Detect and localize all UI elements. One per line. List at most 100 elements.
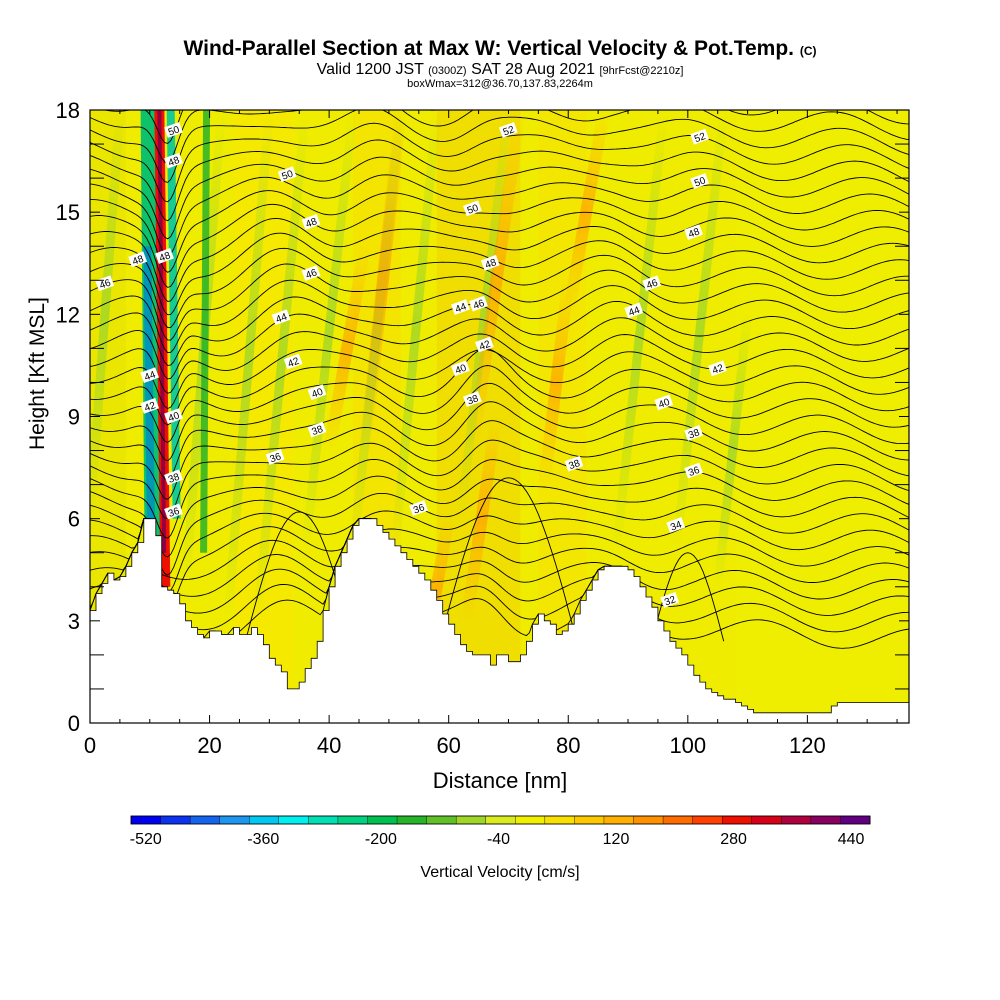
colorbar-swatch [515, 815, 546, 825]
theta-contour-line [90, 139, 909, 222]
x-tick-label: 0 [84, 733, 96, 758]
colorbar-swatch [308, 815, 339, 825]
theta-contour-line [90, 401, 909, 481]
colorbar-frame [130, 815, 871, 825]
colorbar-swatch [840, 815, 871, 825]
contour-label-text: 38 [687, 427, 702, 441]
contour-label-text: 40 [310, 386, 325, 400]
x-tick-label: 20 [197, 733, 221, 758]
colorbar-tick-label: -520 [130, 831, 162, 848]
theta-contour-line [90, 218, 909, 302]
contour-label: 48 [128, 251, 148, 268]
contour-label-text: 44 [143, 369, 158, 383]
y-tick-label: 6 [68, 507, 80, 532]
contour-label: 50 [164, 122, 183, 138]
contour-label: 44 [140, 367, 160, 384]
contour-label: 52 [498, 122, 518, 138]
chart-subtitle-box: boxWmax=312@36.70,137.83,2264m [407, 78, 593, 90]
contour-label: 48 [164, 152, 183, 169]
theta-contour-line [90, 348, 909, 410]
contour-label-bg [666, 517, 686, 533]
contour-label-bg [654, 394, 674, 411]
contour-label-text: 36 [412, 502, 427, 516]
contour-label: 44 [271, 309, 291, 326]
colorbar-swatch [781, 815, 812, 825]
contour-label-text: 48 [131, 254, 146, 268]
contour-label-bg [277, 166, 297, 183]
contour-label-text: 50 [281, 168, 296, 182]
contour-label-bg [624, 302, 644, 319]
contour-label-text: 38 [567, 458, 582, 472]
contour-label-bg [498, 122, 518, 138]
colorbar-swatch [574, 815, 605, 825]
contour-label: 42 [708, 360, 727, 377]
contour-label-bg [140, 397, 160, 414]
chart-subtitle: Valid 1200 JST (0300Z) SAT 28 Aug 2021 [… [0, 61, 1000, 79]
theta-contour-line [90, 518, 909, 583]
colorbar-tick-label: -40 [487, 831, 510, 848]
contour-label-bg [684, 462, 704, 479]
x-tick-label: 80 [556, 733, 580, 758]
colorbar-swatch [278, 815, 309, 825]
contour-label: 34 [666, 517, 686, 534]
colorbar-swatch [426, 815, 457, 825]
contour-label: 38 [564, 455, 584, 472]
theta-contour-line [90, 458, 909, 539]
colorbar-tick-label: 440 [838, 831, 865, 848]
colorbar: -520 -360 -200 -40 120 280 440 [130, 815, 871, 848]
chart-title-main: Wind-Parallel Section at Max W: Vertical… [183, 37, 794, 60]
x-axis-label: Distance [nm] [432, 768, 568, 793]
theta-contour-line [90, 232, 909, 316]
contour-label: 38 [684, 425, 704, 442]
contour-label: 48 [480, 254, 500, 271]
colorbar-tick-label: 280 [720, 831, 747, 848]
contour-label-text: 34 [669, 519, 684, 533]
y-tick-label: 15 [56, 200, 80, 225]
contour-label: 44 [451, 299, 470, 316]
contour-label-bg [463, 200, 482, 217]
contour-label-bg [409, 500, 429, 516]
contour-label-bg [95, 275, 115, 292]
contour-label: 36 [684, 462, 704, 479]
contour-label: 50 [277, 166, 297, 183]
theta-contour-line [90, 122, 909, 203]
theta-contour-line [436, 477, 581, 656]
contour-label-bg [283, 353, 303, 370]
contour-label-text: 46 [645, 277, 660, 291]
theta-contour-line [90, 110, 909, 183]
y-tick-label: 18 [56, 98, 80, 123]
colorbar-tick-label: -360 [247, 831, 279, 848]
theta-contour-line [90, 190, 909, 273]
y-tick-label: 0 [68, 711, 80, 736]
contour-label-text: 46 [472, 298, 487, 312]
colorbar-swatch [160, 815, 191, 825]
contour-label-text: 48 [304, 216, 319, 230]
field-streak-orange [359, 110, 407, 452]
theta-contour-line [90, 313, 909, 380]
contour-label-text: 46 [98, 277, 113, 291]
contour-label: 38 [307, 421, 327, 438]
contour-label-text: 32 [663, 594, 678, 608]
field-streak-lime [456, 110, 513, 520]
contour-label: 36 [265, 449, 285, 465]
colorbar-swatch [603, 815, 635, 825]
theta-contour-line [90, 518, 909, 600]
field-streak-lime [300, 110, 358, 554]
contour-label-bg [684, 224, 704, 241]
field-streak-lime [390, 110, 442, 554]
contour-label-text: 50 [167, 124, 182, 138]
contour-label-bg [469, 295, 488, 312]
theta-contour-line [90, 518, 909, 633]
contour-label-bg [660, 592, 680, 608]
colorbar-swatch [485, 815, 516, 825]
field-band [735, 110, 909, 723]
contour-label: 46 [95, 275, 115, 292]
theta-contour-line [90, 518, 909, 616]
contour-label-bg [307, 421, 327, 438]
theta-contour-line [90, 279, 909, 354]
subtitle-date: SAT 28 Aug 2021 [471, 61, 596, 78]
contour-label-text: 42 [143, 400, 158, 414]
colorbar-label: Vertical Velocity [cm/s] [420, 864, 580, 881]
